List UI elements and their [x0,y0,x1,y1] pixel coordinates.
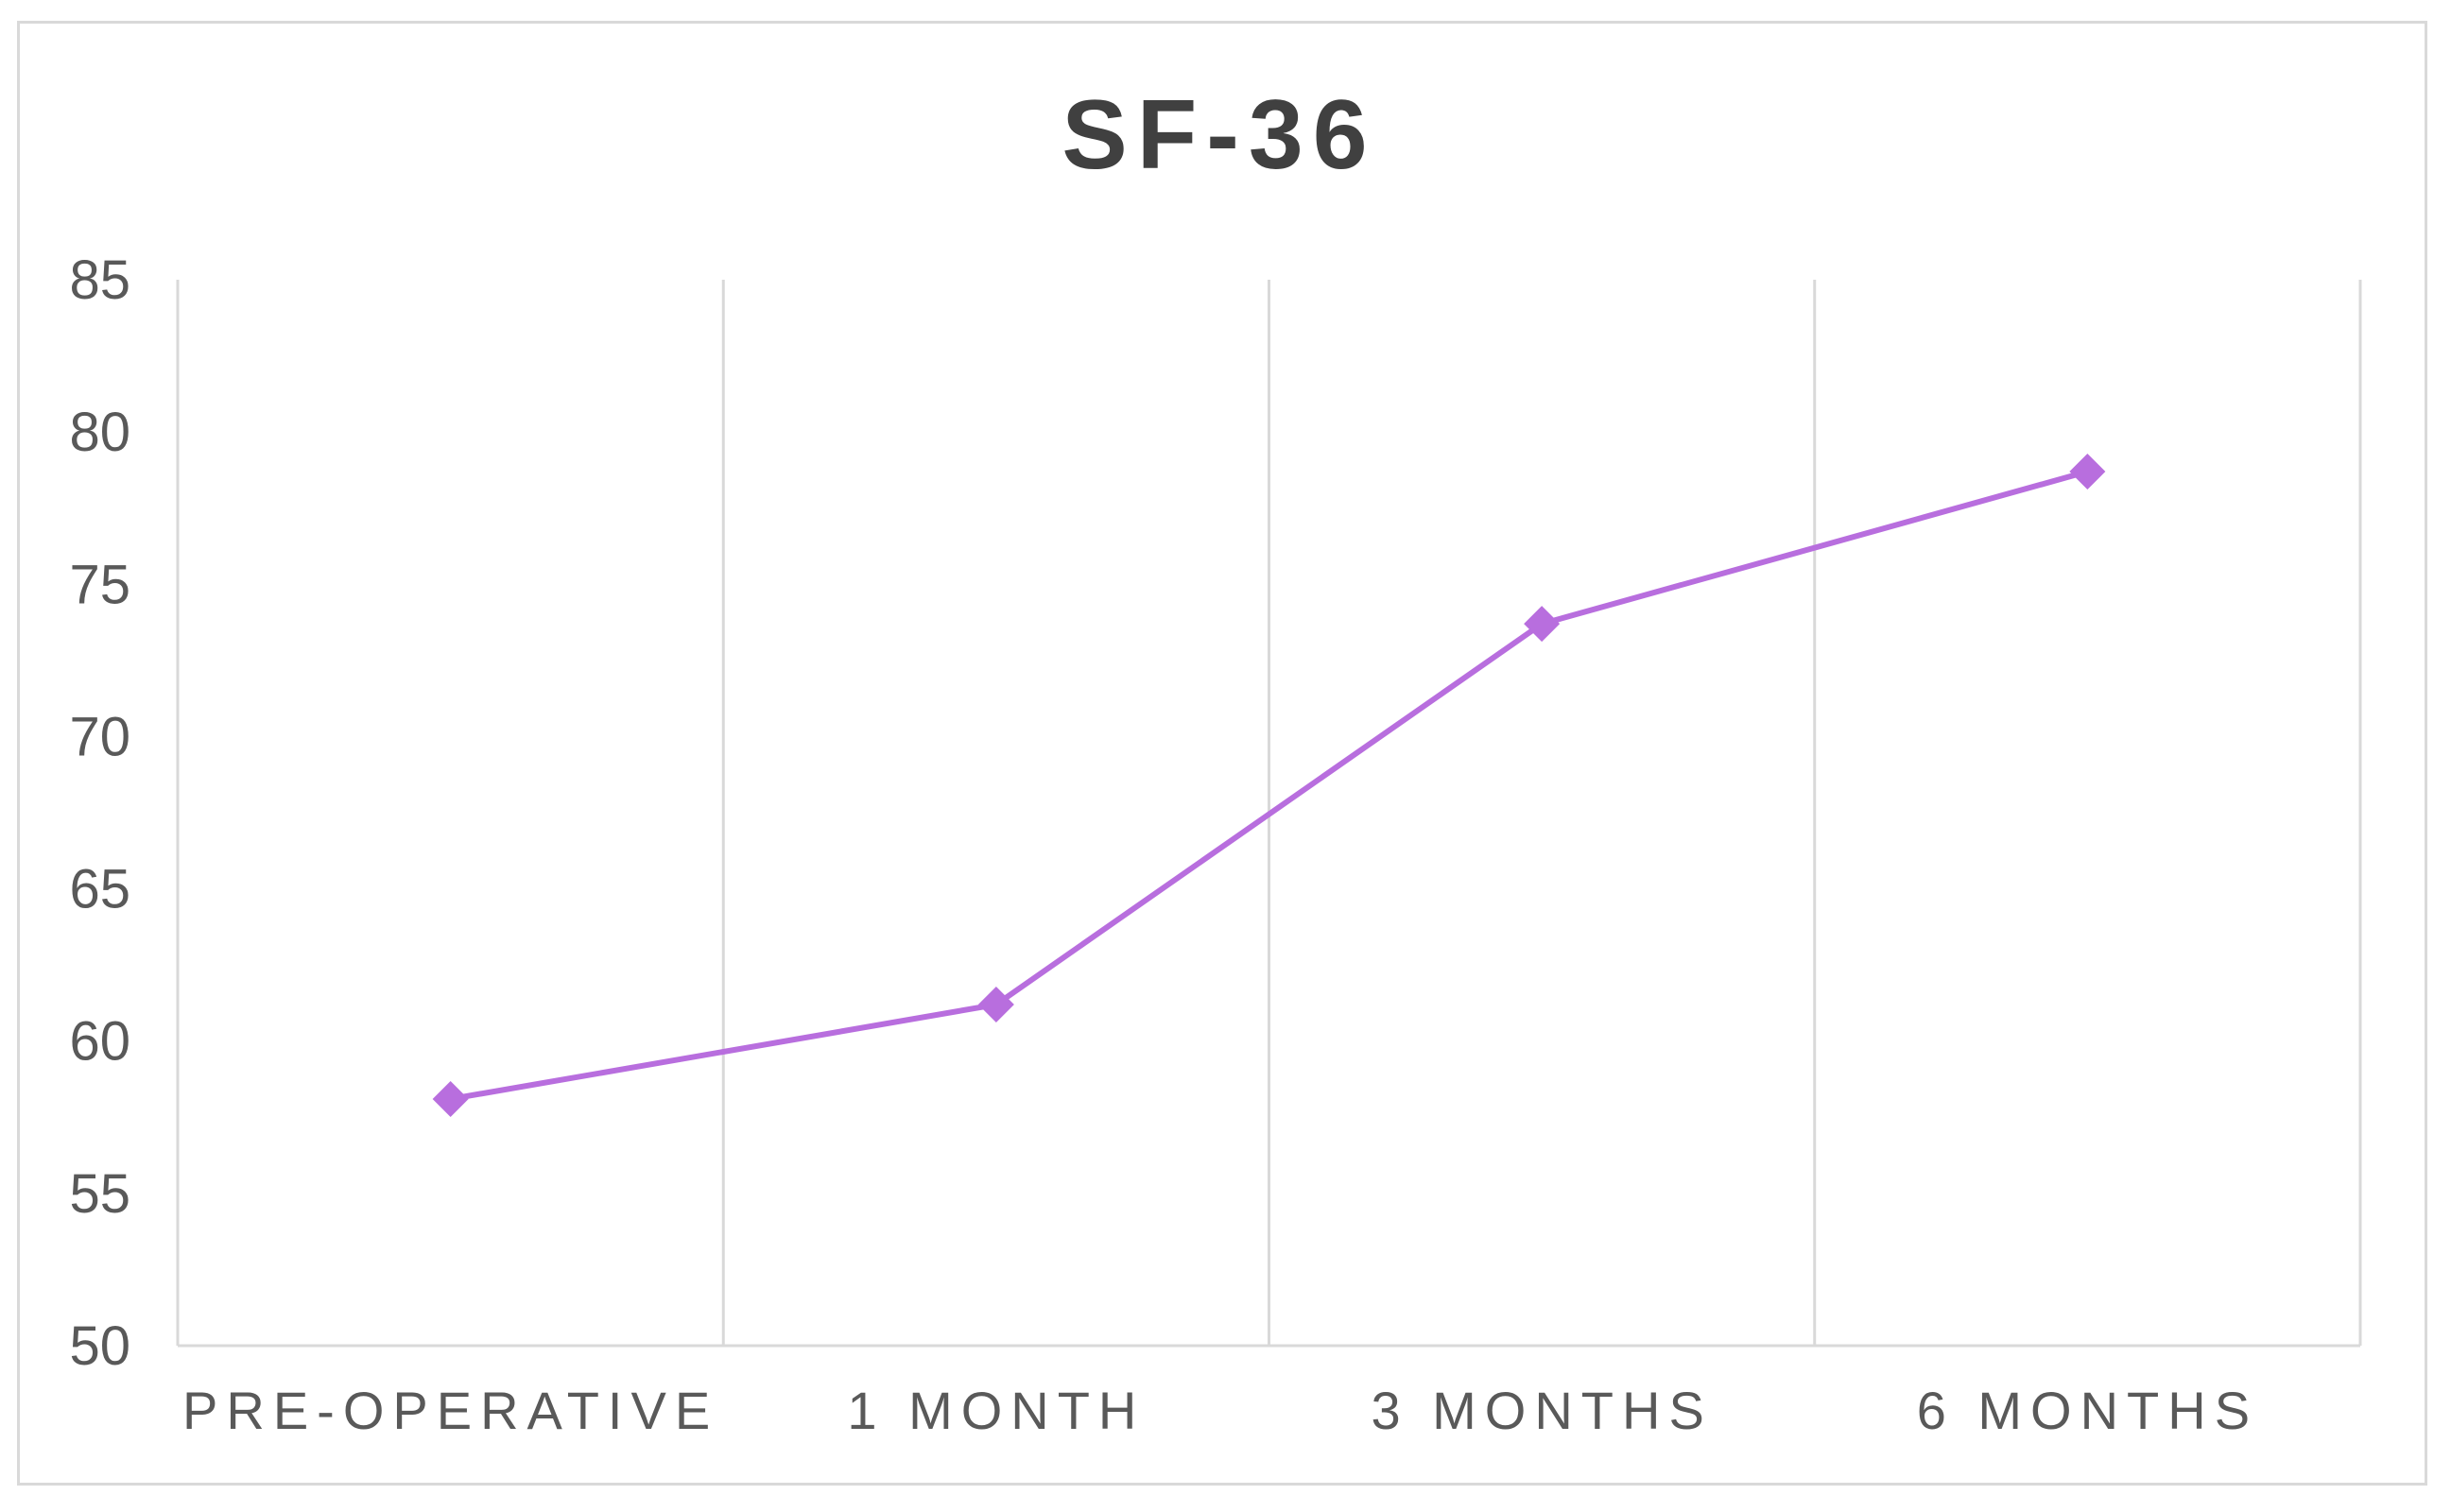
y-tick-label: 60 [69,1011,130,1073]
data-point-marker [977,987,1014,1023]
y-tick-label: 85 [69,249,130,311]
y-axis-ticks: 50 55 60 65 70 75 80 85 [69,249,130,1377]
y-tick-label: 55 [69,1163,130,1225]
chart-frame [17,21,2427,1486]
x-tick-label: PRE-OPERATIVE [182,1381,718,1440]
series-group [432,454,2106,1117]
series-line [450,469,2089,1102]
y-tick-label: 65 [69,859,130,920]
x-tick-label: 1 MONTH [847,1381,1145,1440]
x-tick-label: 3 MONTHS [1371,1381,1712,1440]
y-tick-label: 75 [69,554,130,615]
gridlines [176,280,2362,1346]
data-point-marker [2069,454,2106,490]
y-tick-label: 50 [69,1315,130,1377]
data-point-marker [1524,606,1561,643]
y-tick-label: 80 [69,402,130,463]
x-tick-label: 6 MONTHS [1917,1381,2258,1440]
chart-title: SF-36 [1062,80,1376,190]
y-tick-label: 70 [69,706,130,767]
data-point-marker [432,1080,469,1117]
x-axis-ticks: PRE-OPERATIVE 1 MONTH 3 MONTHS 6 MONTHS [182,1381,2258,1440]
